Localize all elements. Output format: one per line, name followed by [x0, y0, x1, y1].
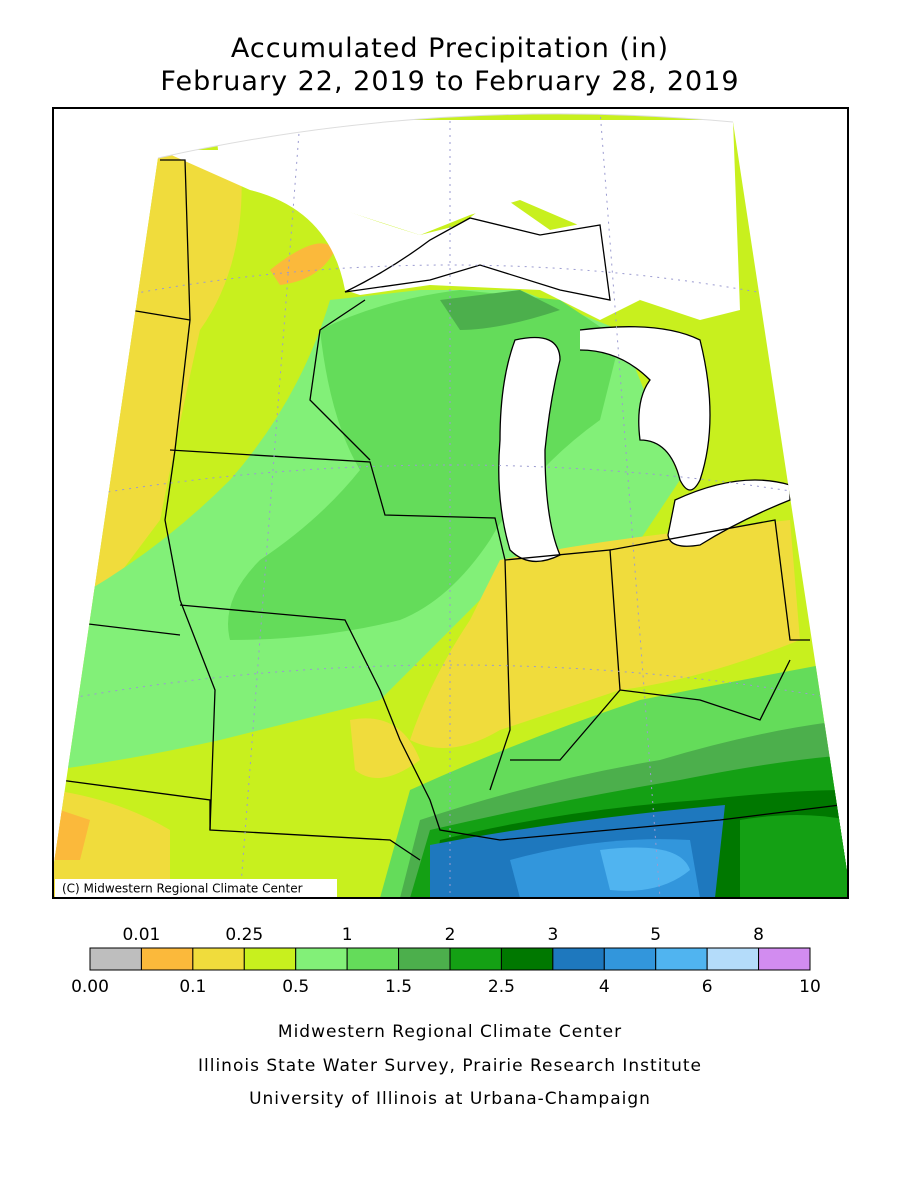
legend-swatch — [192, 947, 245, 971]
legend-label: 2.5 — [488, 977, 515, 997]
legend-swatch — [655, 947, 708, 971]
map-frame — [52, 107, 849, 899]
footer-line: Midwestern Regional Climate Center — [278, 1022, 622, 1042]
legend-swatch — [758, 947, 811, 971]
legend-label: 5 — [650, 925, 661, 945]
legend-swatch — [295, 947, 348, 971]
legend-label: 10 — [799, 977, 821, 997]
legend-label: 0.25 — [225, 925, 263, 945]
footer-line: University of Illinois at Urbana-Champai… — [249, 1089, 651, 1109]
legend-swatch — [449, 947, 502, 971]
legend-swatch — [89, 947, 142, 971]
legend-label: 0.1 — [179, 977, 206, 997]
legend-swatch — [706, 947, 760, 971]
legend-label: 8 — [753, 925, 764, 945]
legend-label: 0.01 — [122, 925, 160, 945]
legend-swatch — [346, 947, 400, 971]
subtitle: February 22, 2019 to February 28, 2019 — [160, 66, 739, 97]
legend-label: 4 — [599, 977, 610, 997]
legend-label: 0.00 — [71, 977, 109, 997]
footer-line: Illinois State Water Survey, Prairie Res… — [198, 1056, 702, 1076]
legend-label: 6 — [702, 977, 713, 997]
legend-label: 2 — [445, 925, 456, 945]
legend-label: 0.5 — [282, 977, 309, 997]
legend-swatch — [140, 947, 194, 971]
title: Accumulated Precipitation (in) — [231, 33, 669, 64]
legend-swatch — [603, 947, 657, 971]
legend-label: 1.5 — [385, 977, 412, 997]
legend-label: 3 — [547, 925, 558, 945]
legend-swatch — [398, 947, 451, 971]
legend-swatch — [500, 947, 554, 971]
legend-swatch — [552, 947, 605, 971]
precip-field — [53, 113, 848, 898]
legend-swatch — [243, 947, 297, 971]
legend: 0.00 0.01 0.1 0.25 0.5 1 1.5 2 2.5 3 4 5 6 8 10 — [71, 925, 821, 997]
credit: (C) Midwestern Regional Climate Center — [62, 882, 303, 896]
credit-box — [55, 879, 337, 897]
legend-label: 1 — [342, 925, 353, 945]
domain-edge — [157, 113, 734, 159]
